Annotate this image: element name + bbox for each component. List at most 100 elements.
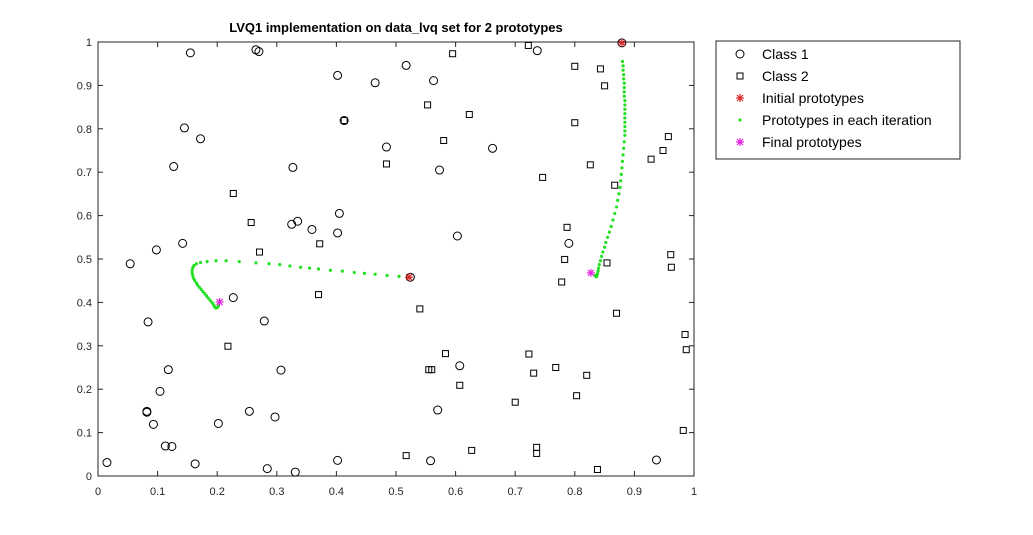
axes-box xyxy=(97,41,695,477)
class-1-point xyxy=(276,365,286,375)
x-tick-label: 0.8 xyxy=(567,486,582,498)
legend-marker-final-prototypes xyxy=(736,138,744,146)
class-1-point xyxy=(293,216,303,226)
y-tick-label: 0.4 xyxy=(77,297,92,309)
series-final-prototypes xyxy=(215,268,595,306)
class-2-point xyxy=(593,465,601,473)
prototypes-in-each-iteration-point xyxy=(622,90,626,94)
prototypes-in-each-iteration-point xyxy=(620,166,624,170)
class-2-point xyxy=(601,82,609,90)
class-1-point xyxy=(254,47,264,57)
legend-label: Class 2 xyxy=(762,68,809,84)
class-1-point xyxy=(333,70,343,80)
class-1-point xyxy=(651,455,661,465)
class-2-point xyxy=(247,219,255,227)
class-1-point xyxy=(334,208,344,218)
prototypes-in-each-iteration-point xyxy=(622,94,626,98)
class-1-point xyxy=(169,162,179,172)
final-prototypes-point xyxy=(586,268,595,277)
prototypes-in-each-iteration-point xyxy=(623,112,627,116)
legend-item-initial-prototypes: Initial prototypes xyxy=(736,90,864,106)
x-tick-label: 0.3 xyxy=(269,486,284,498)
prototypes-in-each-iteration-point xyxy=(288,264,292,268)
x-tick-label: 0 xyxy=(95,486,101,498)
legend-label: Class 1 xyxy=(762,46,809,62)
class-1-point xyxy=(455,361,465,371)
class-2-point xyxy=(465,110,473,118)
class-1-point xyxy=(288,162,298,172)
y-tick-label: 0.7 xyxy=(77,167,92,179)
series-class-2 xyxy=(224,41,690,473)
class-2-point xyxy=(539,173,547,181)
class-2-point xyxy=(647,155,655,163)
class-1-point xyxy=(532,46,542,56)
prototypes-in-each-iteration-point xyxy=(340,269,344,273)
y-tick-label: 0.6 xyxy=(77,211,92,223)
prototypes-in-each-iteration-point xyxy=(600,254,604,258)
class-2-point xyxy=(382,160,390,168)
class-2-point xyxy=(525,350,533,358)
series-class-1 xyxy=(102,38,661,477)
legend-label: Final prototypes xyxy=(762,134,862,150)
legend-item-class-1: Class 1 xyxy=(735,46,809,62)
prototypes-in-each-iteration-point xyxy=(616,198,620,203)
prototypes-in-each-iteration-point xyxy=(352,270,356,275)
class-1-point xyxy=(179,123,189,133)
class-2-point xyxy=(424,101,432,109)
plot-area: 0 0.1 0.2 0.3 0.4 0.5 0.6 0.7 0.8 0.9 1 0 0.1 0.2 0.3 0… xyxy=(77,37,697,498)
final-prototypes-point xyxy=(215,297,224,306)
class-2-point xyxy=(315,291,323,299)
class-2-point xyxy=(681,331,689,339)
class-1-point xyxy=(102,458,112,468)
prototypes-in-each-iteration-point xyxy=(623,133,627,137)
prototypes-in-each-iteration-point xyxy=(593,273,597,278)
prototypes-in-each-iteration-point xyxy=(621,153,625,157)
prototypes-in-each-iteration-point xyxy=(613,211,617,216)
class-1-point xyxy=(167,441,177,451)
prototypes-in-each-iteration-point xyxy=(618,185,622,189)
class-1-point xyxy=(426,456,436,466)
class-2-point xyxy=(224,342,232,350)
class-2-point xyxy=(229,189,237,197)
prototypes-in-each-iteration-point xyxy=(307,266,312,270)
prototypes-in-each-iteration-point xyxy=(623,116,627,120)
prototypes-in-each-iteration-point xyxy=(622,85,626,90)
class-1-point xyxy=(143,317,153,327)
class-1-point xyxy=(262,464,272,474)
class-1-point xyxy=(401,60,411,70)
prototypes-in-each-iteration-point xyxy=(619,179,623,183)
prototypes-in-each-iteration-point xyxy=(607,230,611,234)
prototypes-in-each-iteration-point xyxy=(373,272,377,276)
prototypes-in-each-iteration-point xyxy=(201,289,205,294)
class-2-point xyxy=(583,371,591,379)
class-2-point xyxy=(402,452,410,460)
prototypes-in-each-iteration-point xyxy=(620,59,625,64)
prototypes-in-each-iteration-point xyxy=(328,268,333,272)
class-1-point xyxy=(488,143,498,153)
prototypes-in-each-iteration-point xyxy=(609,224,613,229)
prototypes-in-each-iteration-point xyxy=(190,271,194,275)
chart-title: LVQ1 implementation on data_lvq set for … xyxy=(229,20,562,35)
y-tick-label: 0.9 xyxy=(77,80,92,92)
class-1-point xyxy=(339,116,349,126)
prototypes-in-each-iteration-point xyxy=(619,172,623,176)
class-1-point xyxy=(287,219,297,229)
class-1-point xyxy=(155,386,165,396)
prototypes-in-each-iteration-point xyxy=(622,140,626,144)
class-1-point xyxy=(381,142,391,152)
class-2-point xyxy=(571,62,579,70)
class-1-point xyxy=(178,238,188,248)
prototypes-in-each-iteration-point xyxy=(596,269,600,273)
legend-marker-class-1 xyxy=(735,49,745,59)
prototypes-in-each-iteration-point xyxy=(190,268,194,272)
class-1-point xyxy=(452,231,462,241)
class-2-point xyxy=(552,364,560,371)
class-1-point xyxy=(290,467,300,477)
class-2-point xyxy=(468,446,476,454)
y-tick-label: 0.1 xyxy=(77,428,92,440)
legend-label: Prototypes in each iteration xyxy=(762,112,932,128)
prototypes-in-each-iteration-point xyxy=(621,68,625,72)
legend-item-prototypes-in-each-iteration: Prototypes in each iteration xyxy=(738,112,932,128)
class-1-point xyxy=(244,406,254,416)
x-tick-label: 0.9 xyxy=(627,486,642,498)
